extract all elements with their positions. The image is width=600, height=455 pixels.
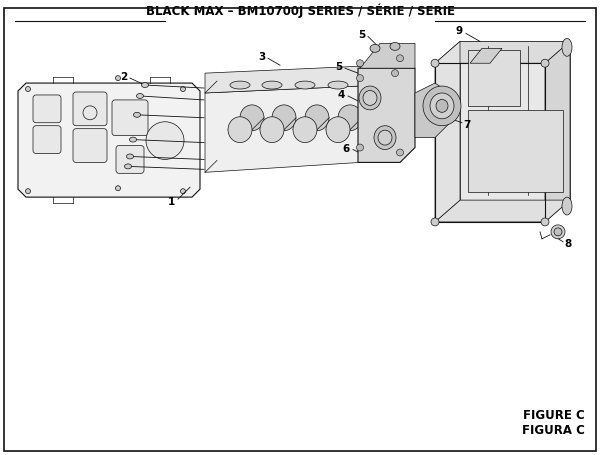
Polygon shape (545, 41, 570, 222)
FancyBboxPatch shape (73, 92, 107, 126)
Ellipse shape (356, 60, 364, 67)
Ellipse shape (127, 154, 133, 159)
Ellipse shape (423, 86, 461, 126)
Ellipse shape (551, 225, 565, 239)
Polygon shape (435, 41, 570, 63)
Text: 1: 1 (168, 197, 175, 207)
Ellipse shape (142, 82, 149, 87)
Ellipse shape (397, 149, 404, 156)
Ellipse shape (328, 81, 348, 89)
Ellipse shape (25, 189, 31, 194)
Ellipse shape (359, 86, 381, 110)
Ellipse shape (272, 105, 296, 131)
FancyBboxPatch shape (33, 95, 61, 123)
Ellipse shape (363, 91, 377, 106)
Polygon shape (435, 200, 570, 222)
Polygon shape (217, 74, 372, 161)
Ellipse shape (146, 122, 184, 159)
Ellipse shape (397, 55, 404, 62)
Ellipse shape (181, 86, 185, 91)
Ellipse shape (83, 106, 97, 120)
Ellipse shape (326, 117, 350, 142)
Polygon shape (358, 68, 415, 162)
Ellipse shape (115, 186, 121, 191)
Polygon shape (435, 41, 460, 222)
Text: 2: 2 (120, 72, 127, 82)
FancyBboxPatch shape (33, 126, 61, 153)
FancyBboxPatch shape (468, 50, 520, 106)
Ellipse shape (137, 93, 143, 98)
Text: 8: 8 (564, 239, 571, 249)
Ellipse shape (262, 81, 282, 89)
Polygon shape (460, 41, 570, 200)
Ellipse shape (305, 105, 329, 131)
Ellipse shape (562, 38, 572, 56)
FancyBboxPatch shape (116, 146, 144, 173)
Text: 9: 9 (455, 26, 462, 36)
Text: 5: 5 (335, 62, 342, 72)
Ellipse shape (228, 117, 252, 142)
Polygon shape (470, 48, 502, 63)
Ellipse shape (293, 117, 317, 142)
Text: 5: 5 (358, 30, 365, 40)
Ellipse shape (338, 105, 362, 131)
Ellipse shape (130, 137, 137, 142)
Ellipse shape (541, 218, 549, 226)
Ellipse shape (356, 144, 364, 151)
Ellipse shape (260, 117, 284, 142)
Ellipse shape (431, 218, 439, 226)
Ellipse shape (295, 81, 315, 89)
Text: BLACK MAX – BM10700J SERIES / SÉRIE / SERIE: BLACK MAX – BM10700J SERIES / SÉRIE / SE… (146, 3, 455, 18)
Polygon shape (415, 83, 450, 137)
Ellipse shape (430, 93, 454, 119)
Ellipse shape (125, 164, 131, 169)
Polygon shape (205, 86, 360, 172)
Ellipse shape (115, 76, 121, 81)
Ellipse shape (431, 59, 439, 67)
FancyBboxPatch shape (112, 100, 148, 136)
Ellipse shape (562, 197, 572, 215)
Text: FIGURE C: FIGURE C (523, 409, 585, 422)
Text: 4: 4 (338, 90, 346, 100)
Ellipse shape (181, 189, 185, 194)
Ellipse shape (370, 45, 380, 52)
Polygon shape (360, 43, 415, 68)
Ellipse shape (554, 228, 562, 236)
Text: 7: 7 (463, 120, 470, 130)
Text: FIGURA C: FIGURA C (522, 424, 585, 437)
Ellipse shape (541, 59, 549, 67)
Ellipse shape (374, 126, 396, 150)
Text: 3: 3 (258, 52, 265, 62)
Ellipse shape (356, 75, 364, 81)
FancyBboxPatch shape (73, 129, 107, 162)
Ellipse shape (133, 112, 140, 117)
Polygon shape (18, 83, 200, 197)
Text: 6: 6 (342, 143, 349, 153)
Ellipse shape (392, 70, 398, 76)
Ellipse shape (230, 81, 250, 89)
FancyBboxPatch shape (468, 110, 563, 192)
Ellipse shape (240, 105, 264, 131)
Ellipse shape (378, 130, 392, 145)
Polygon shape (205, 66, 360, 93)
Ellipse shape (436, 100, 448, 112)
Ellipse shape (390, 42, 400, 51)
Ellipse shape (25, 86, 31, 91)
